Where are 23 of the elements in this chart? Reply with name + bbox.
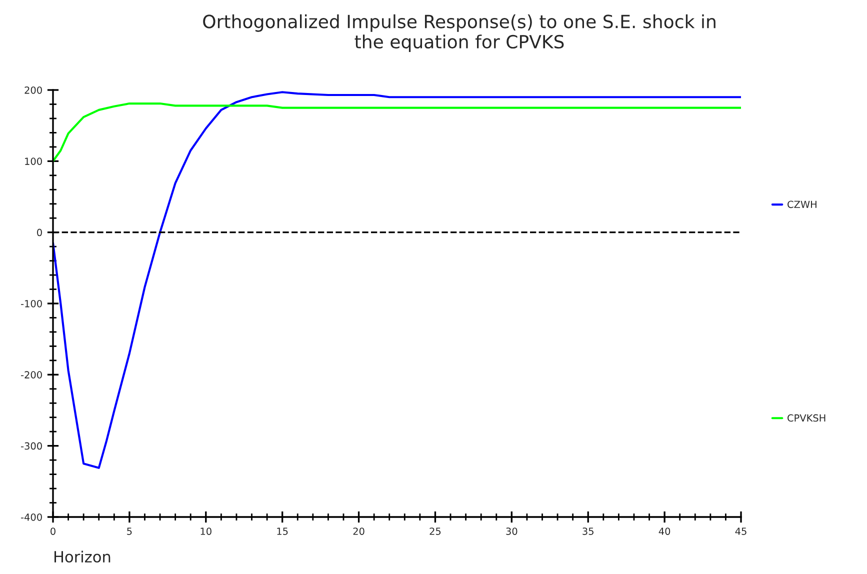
y-tick-label: 100	[25, 158, 42, 165]
x-tick-label: 40	[658, 528, 670, 535]
y-tick-label: 0	[37, 228, 42, 236]
x-tick-label: 25	[430, 528, 441, 535]
y-tick-label: -400	[20, 513, 42, 521]
x-tick-label: 20	[353, 528, 364, 535]
x-tick-label: 45	[735, 528, 746, 535]
chart-title: Orthogonalized Impulse Response(s) to one S.E. shock in the equation for CPVKS	[203, 14, 716, 52]
x-tick-label: 5	[127, 528, 132, 535]
x-tick-label: 15	[277, 528, 288, 535]
x-tick-label: 10	[200, 528, 212, 535]
legend-label: CPVKSH	[788, 414, 826, 422]
y-tick-label: -100	[20, 300, 42, 308]
legend-label: CZWH	[788, 200, 816, 208]
x-tick-label: 30	[506, 528, 518, 535]
y-tick-label: -200	[20, 371, 42, 378]
line-series	[53, 91, 741, 469]
y-tick-label: -300	[20, 442, 42, 450]
x-tick-label: 35	[582, 528, 594, 535]
line-series	[53, 102, 741, 162]
x-axis-title: Horizon	[54, 550, 110, 563]
y-tick-label: 200	[24, 86, 42, 94]
x-tick-label: 0	[50, 528, 56, 535]
